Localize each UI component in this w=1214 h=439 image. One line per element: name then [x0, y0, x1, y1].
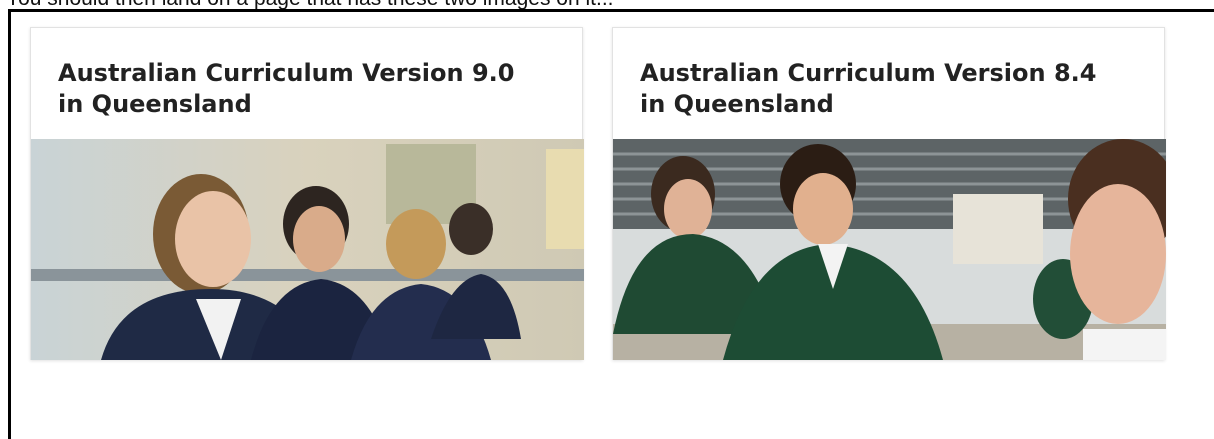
- card-title[interactable]: Australian Curriculum Version 9.0 in Que…: [58, 58, 538, 120]
- curriculum-card[interactable]: Australian Curriculum Version 8.4 in Que…: [612, 27, 1165, 360]
- card-image: [31, 139, 584, 360]
- curriculum-card[interactable]: Australian Curriculum Version 9.0 in Que…: [30, 27, 583, 360]
- page: You should then land on a page that has …: [0, 0, 1214, 422]
- card-title[interactable]: Australian Curriculum Version 8.4 in Que…: [640, 58, 1120, 120]
- card-image: [613, 139, 1166, 360]
